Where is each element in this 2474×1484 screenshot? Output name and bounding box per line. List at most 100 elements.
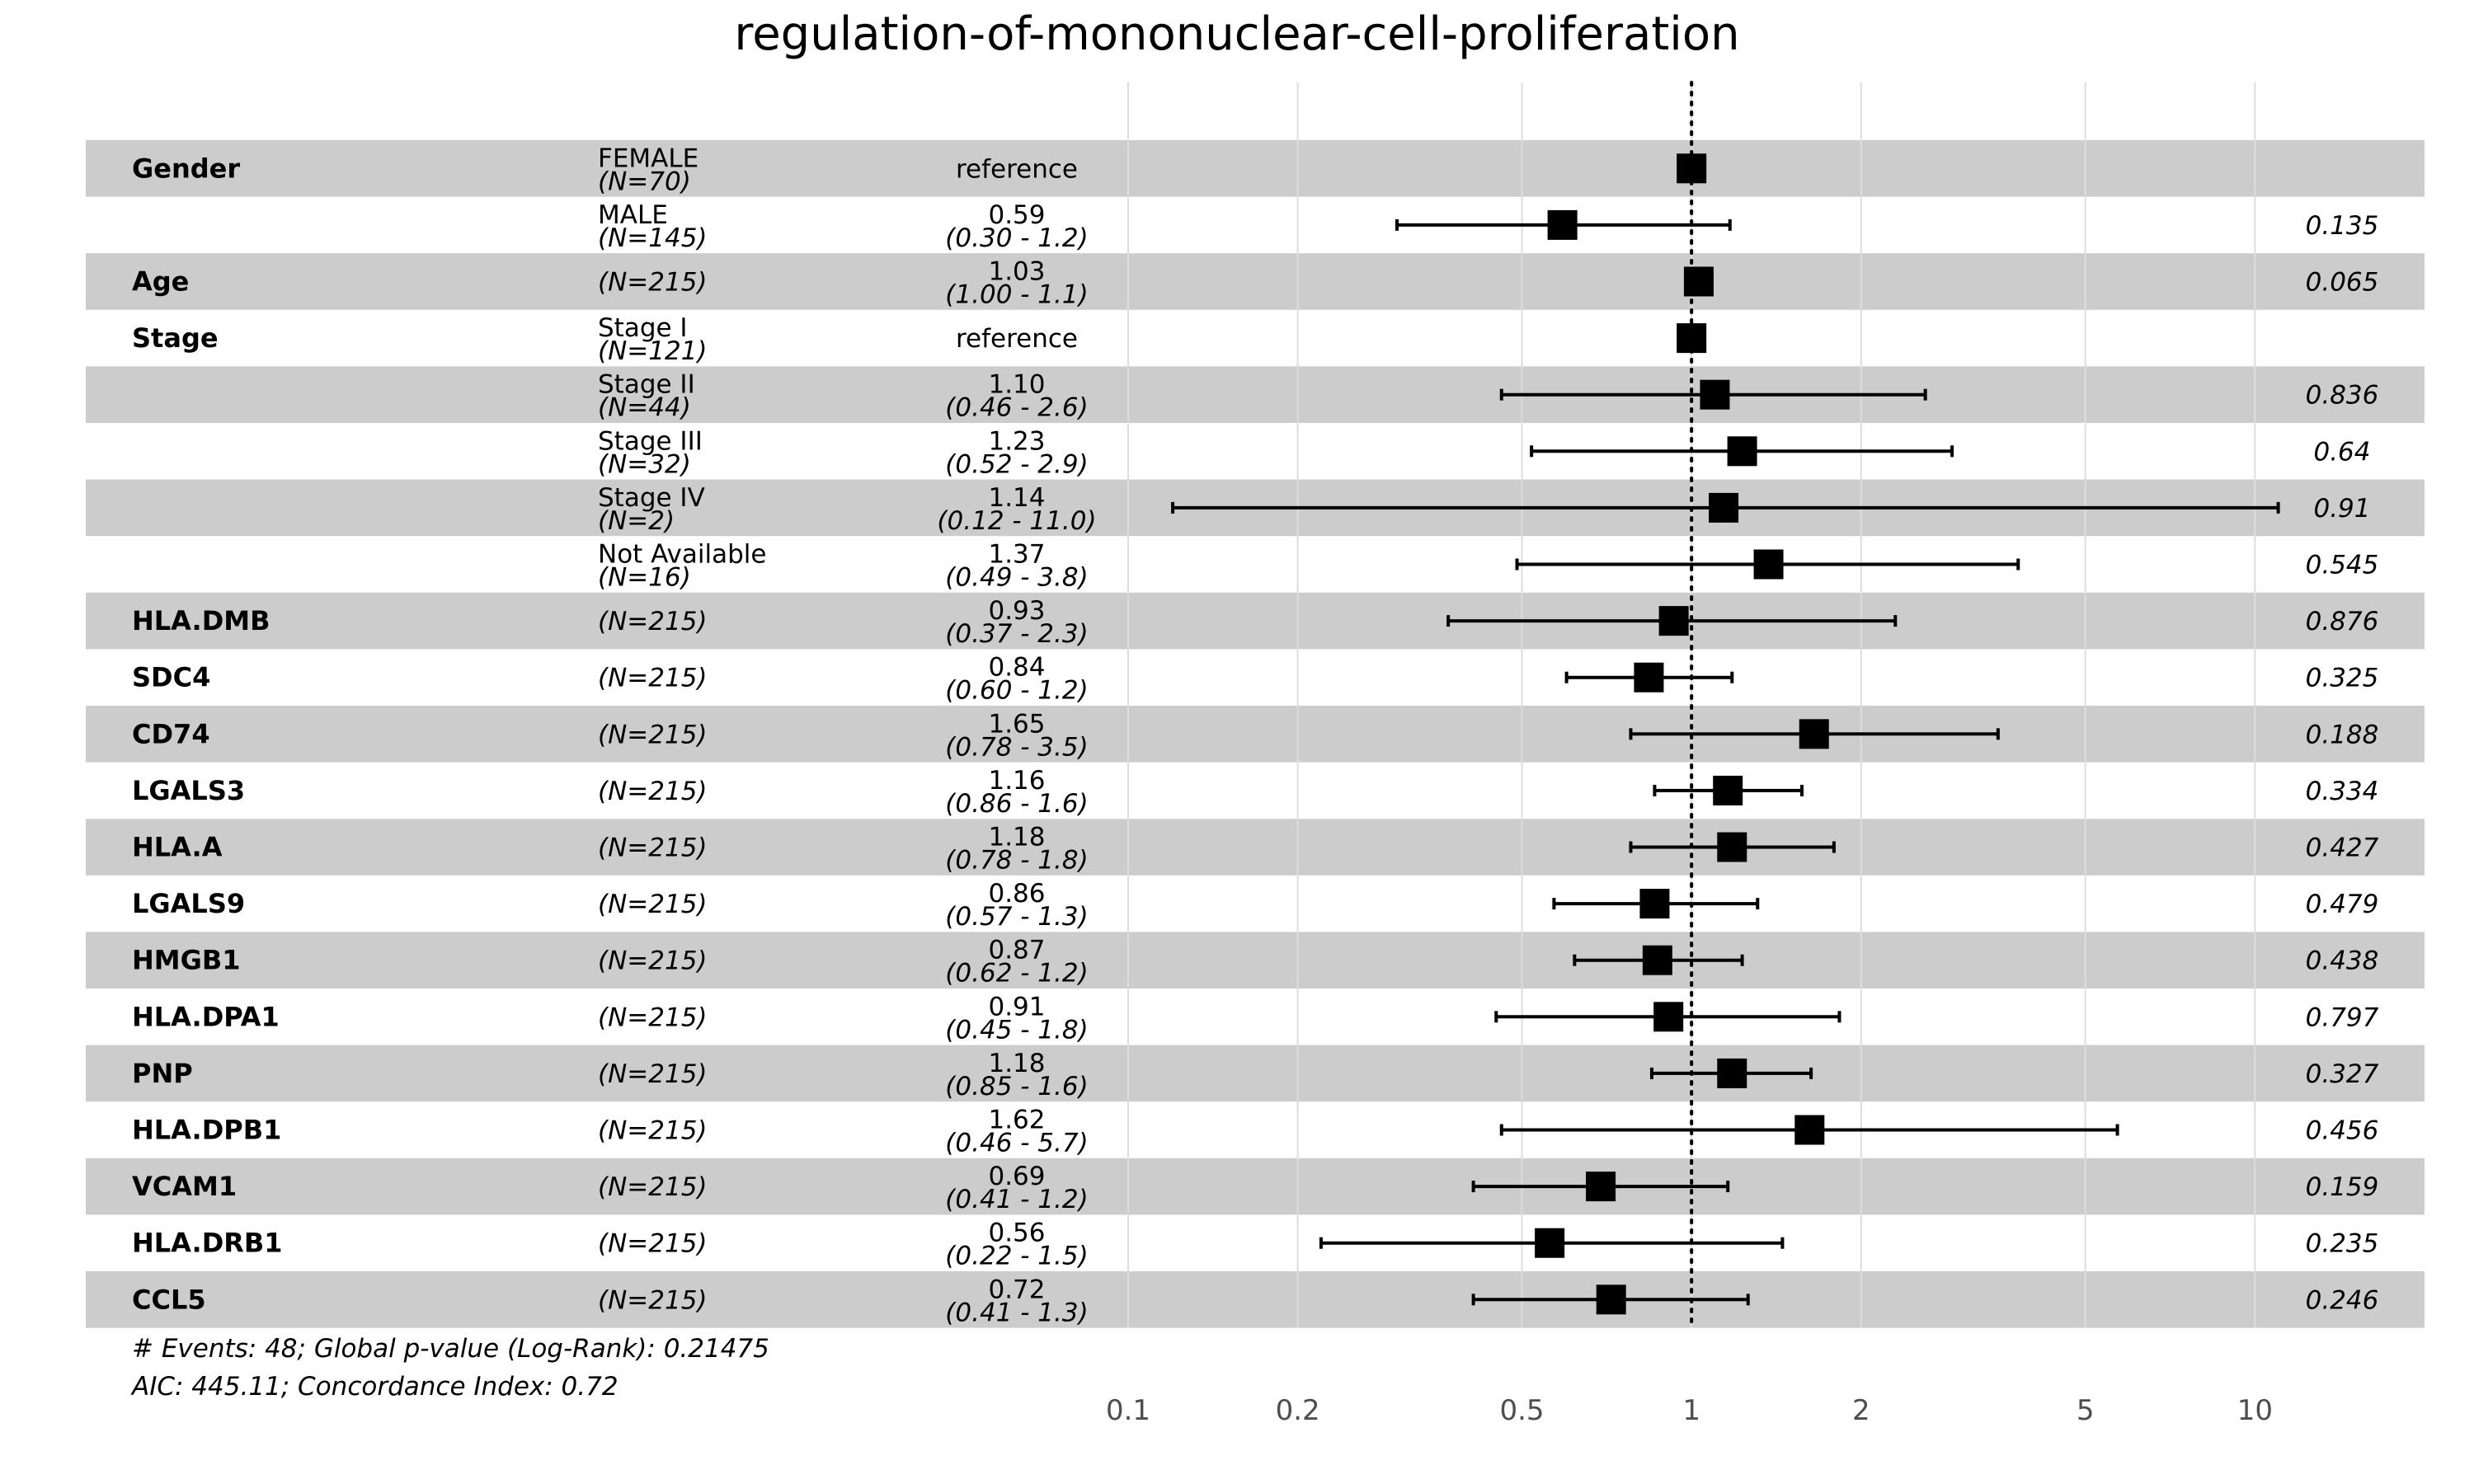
table-row: PNP (N=215) 1.18(0.85 - 1.6) 0.327 xyxy=(132,1049,2379,1101)
p-value-label: 0.135 xyxy=(2306,211,2379,241)
hr-marker xyxy=(1596,1284,1626,1315)
ci-label: (0.86 - 1.6) xyxy=(945,789,1088,819)
variable-label: CCL5 xyxy=(132,1284,206,1315)
p-value-label: 0.065 xyxy=(2306,268,2379,298)
table-row: LGALS9 (N=215) 0.86(0.57 - 1.3) 0.479 xyxy=(132,879,2378,932)
estimate-label: 0.72 xyxy=(988,1275,1045,1304)
estimate-label: 1.16 xyxy=(988,766,1045,796)
level-label: Stage IV xyxy=(598,483,705,513)
estimate-label: 0.84 xyxy=(988,653,1045,683)
estimate-label: 1.23 xyxy=(988,426,1045,456)
n-label: (N=121) xyxy=(598,336,708,366)
hr-marker xyxy=(1634,662,1664,693)
row-stripe xyxy=(86,1158,2425,1215)
ci-label: (0.57 - 1.3) xyxy=(945,902,1088,932)
p-value-label: 0.188 xyxy=(2306,720,2379,749)
ci-label: (0.52 - 2.9) xyxy=(945,449,1088,479)
ci-label: (0.60 - 1.2) xyxy=(945,676,1088,706)
row-stripe xyxy=(86,140,2425,197)
table-row: HLA.DRB1 (N=215) 0.56(0.22 - 1.5) 0.235 xyxy=(132,1219,2378,1271)
p-value-label: 0.545 xyxy=(2306,551,2379,580)
variable-label: PNP xyxy=(132,1058,193,1089)
level-label: Stage III xyxy=(598,426,703,456)
n-label: (N=215) xyxy=(598,834,708,863)
x-tick-label: 0.2 xyxy=(1276,1394,1320,1427)
x-axis-ticks: 0.1 0.2 0.5 1 2 5 10 xyxy=(1106,1394,2273,1427)
ci-label: (0.30 - 1.2) xyxy=(945,223,1088,253)
hr-marker xyxy=(1658,606,1689,636)
estimate-label: 1.65 xyxy=(988,709,1045,739)
table-row: HLA.DPB1 (N=215) 1.62(0.46 - 5.7) 0.456 xyxy=(132,1106,2378,1158)
variable-label: VCAM1 xyxy=(132,1171,237,1202)
row-stripe xyxy=(86,706,2425,763)
estimate-label: 0.86 xyxy=(988,879,1045,909)
level-label: FEMALE xyxy=(598,143,698,173)
x-tick-label: 5 xyxy=(2077,1394,2095,1427)
variable-label: HLA.DRB1 xyxy=(132,1228,283,1259)
n-label: (N=16) xyxy=(598,563,691,593)
ci-label: (0.62 - 1.2) xyxy=(945,959,1088,989)
n-label: (N=215) xyxy=(598,268,708,298)
row-stripe xyxy=(86,1045,2425,1102)
level-label: Stage II xyxy=(598,370,695,400)
variable-label: HMGB1 xyxy=(132,945,241,976)
estimate-label: 0.87 xyxy=(988,936,1045,965)
p-value-label: 0.159 xyxy=(2306,1172,2379,1202)
n-label: (N=32) xyxy=(598,449,691,479)
level-label: MALE xyxy=(598,200,668,230)
p-value-label: 0.91 xyxy=(2313,494,2370,524)
x-tick-label: 10 xyxy=(2237,1394,2273,1427)
p-value-label: 0.246 xyxy=(2306,1285,2379,1315)
variable-label: LGALS3 xyxy=(132,775,245,806)
ci-label: (1.00 - 1.1) xyxy=(945,280,1088,310)
table-row: HLA.DMB (N=215) 0.93(0.37 - 2.3) 0.876 xyxy=(132,596,2378,649)
estimate-label: reference xyxy=(956,154,1078,184)
hr-marker xyxy=(1700,379,1730,410)
footer-notes: # Events: 48; Global p-value (Log-Rank):… xyxy=(130,1334,769,1402)
row-stripe xyxy=(86,253,2425,310)
variable-label: Age xyxy=(132,266,189,298)
hr-marker xyxy=(1717,1058,1747,1088)
hr-marker xyxy=(1717,832,1747,862)
table-row: LGALS3 (N=215) 1.16(0.86 - 1.6) 0.334 xyxy=(132,766,2378,819)
variable-label: Gender xyxy=(132,153,240,184)
hr-marker xyxy=(1642,945,1672,975)
p-value-label: 0.235 xyxy=(2306,1229,2379,1259)
table-row: HMGB1 (N=215) 0.87(0.62 - 1.2) 0.438 xyxy=(132,936,2378,989)
variable-label: CD74 xyxy=(132,718,210,749)
row-stripe xyxy=(86,819,2425,876)
table-row: HLA.A (N=215) 1.18(0.78 - 1.8) 0.427 xyxy=(132,823,2379,876)
x-tick-label: 0.5 xyxy=(1499,1394,1544,1427)
hr-marker xyxy=(1547,209,1578,240)
hr-marker xyxy=(1753,549,1784,580)
n-label: (N=215) xyxy=(598,1003,708,1032)
ci-label: (0.85 - 1.6) xyxy=(945,1072,1088,1101)
estimate-label: 1.62 xyxy=(988,1106,1045,1135)
footer-note: # Events: 48; Global p-value (Log-Rank):… xyxy=(132,1334,769,1364)
hr-marker xyxy=(1586,1172,1616,1202)
estimate-label: reference xyxy=(956,324,1078,354)
hr-marker xyxy=(1794,1115,1825,1145)
n-label: (N=2) xyxy=(598,506,675,536)
row-stripe xyxy=(86,1271,2425,1328)
variable-label: SDC4 xyxy=(132,662,210,693)
estimate-label: 0.91 xyxy=(988,992,1045,1021)
table-row: Stage Stage I(N=121) reference xyxy=(132,313,1707,366)
table-row: MALE(N=145) 0.59(0.30 - 1.2) 0.135 xyxy=(598,200,2378,253)
estimate-label: 0.56 xyxy=(988,1219,1045,1248)
estimate-label: 1.10 xyxy=(988,370,1045,400)
row-stripe xyxy=(86,592,2425,650)
ci-label: (0.78 - 1.8) xyxy=(945,846,1088,876)
ci-label: (0.22 - 1.5) xyxy=(945,1242,1088,1271)
p-value-label: 0.836 xyxy=(2306,381,2379,411)
x-tick-label: 1 xyxy=(1682,1394,1700,1427)
estimate-label: 1.14 xyxy=(988,483,1045,513)
p-value-label: 0.456 xyxy=(2306,1116,2379,1146)
table-row: CD74 (N=215) 1.65(0.78 - 3.5) 0.188 xyxy=(132,709,2378,762)
hr-marker xyxy=(1639,889,1670,919)
hr-marker xyxy=(1727,436,1757,467)
table-row: Age (N=215) 1.03(1.00 - 1.1) 0.065 xyxy=(132,257,2378,310)
variable-label: Stage xyxy=(132,322,219,354)
estimate-label: 0.93 xyxy=(988,596,1045,626)
table-row: SDC4 (N=215) 0.84(0.60 - 1.2) 0.325 xyxy=(132,653,2378,706)
